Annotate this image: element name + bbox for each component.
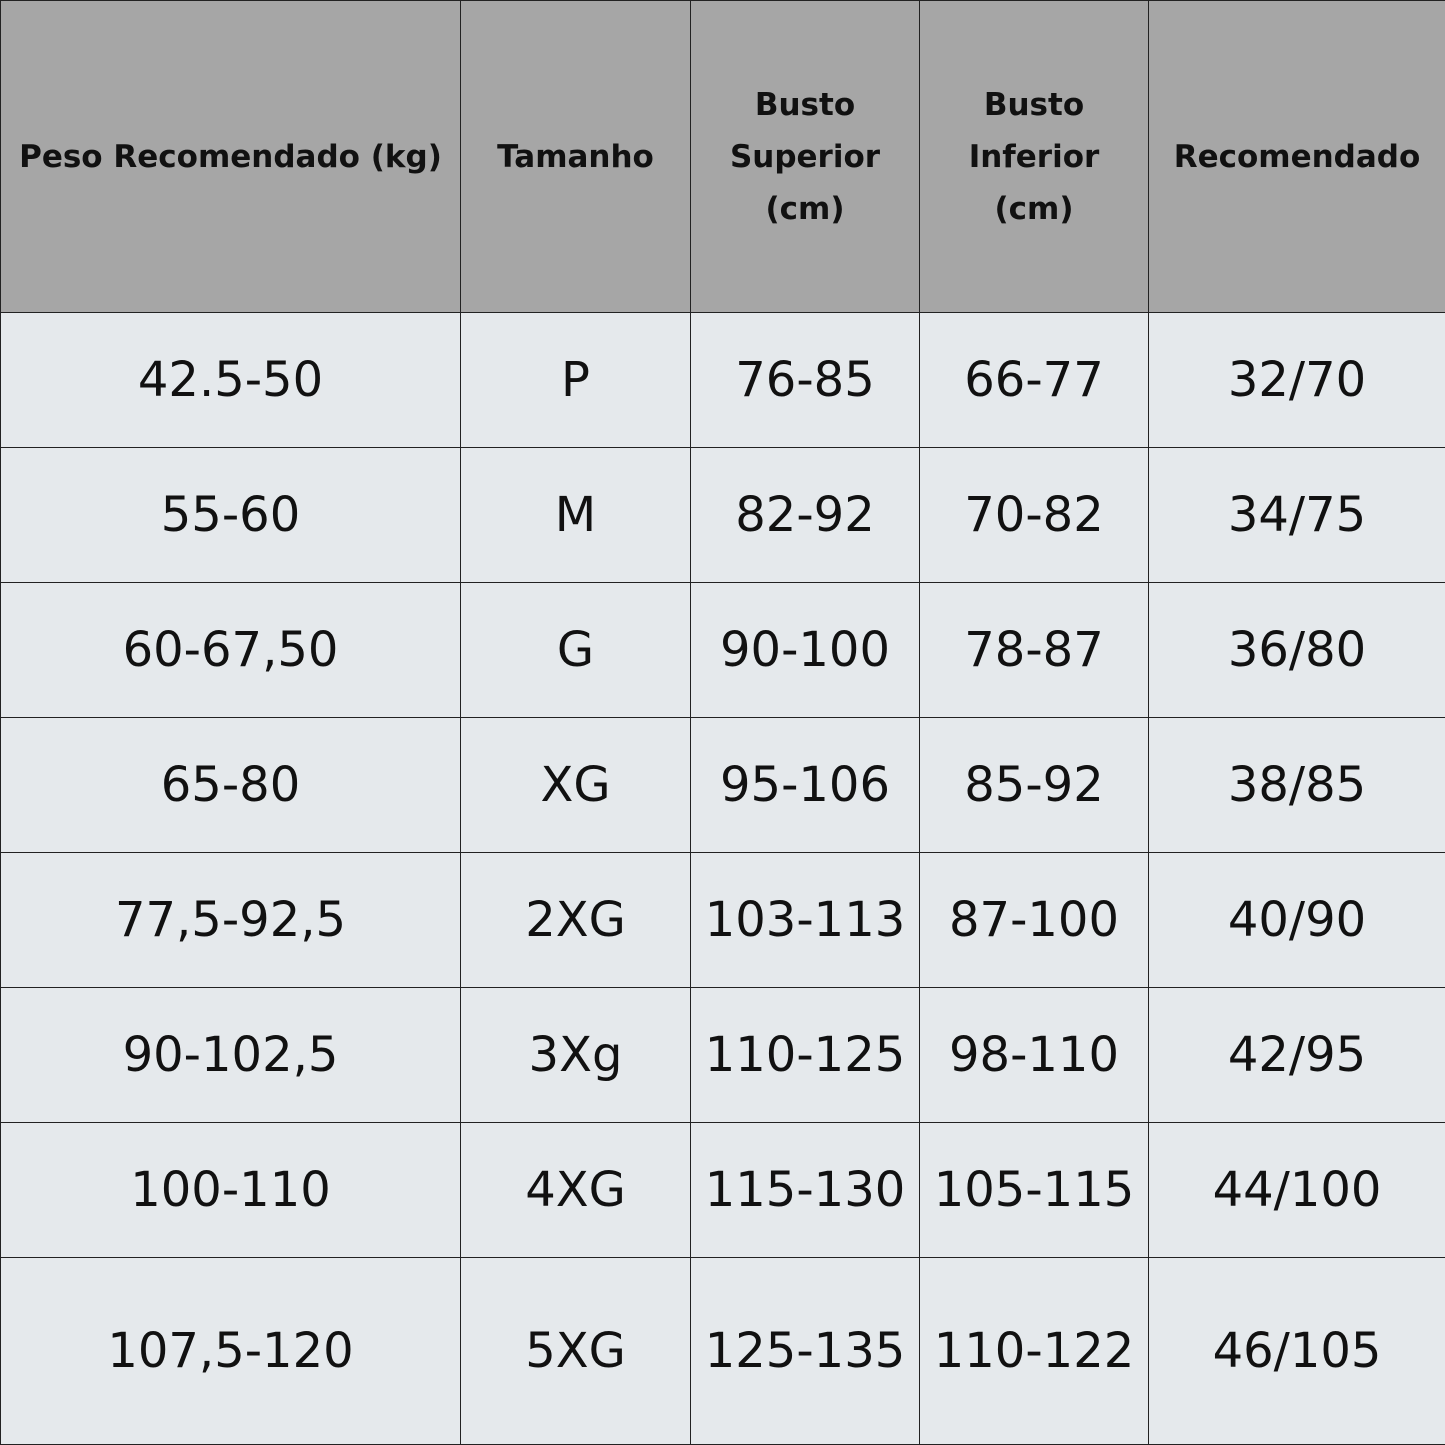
cell-busto-inferior: 66-77: [919, 312, 1149, 448]
table-row: 42.5-50 P 76-85 66-77 32/70: [0, 312, 1445, 448]
cell-busto-superior: 110-125: [690, 986, 920, 1123]
cell-recomendado: 42/95: [1148, 986, 1445, 1123]
cell-peso: 100-110: [0, 1121, 461, 1258]
table-row: 55-60 M 82-92 70-82 34/75: [0, 446, 1445, 583]
header-busto-inferior: Busto Inferior (cm): [919, 0, 1149, 313]
cell-busto-inferior: 78-87: [919, 581, 1149, 718]
cell-tamanho: 2XG: [460, 851, 691, 988]
header-recomendado: Recomendado: [1148, 0, 1445, 313]
cell-peso: 55-60: [0, 446, 461, 583]
table-row: 60-67,50 G 90-100 78-87 36/80: [0, 581, 1445, 718]
cell-busto-inferior: 85-92: [919, 716, 1149, 853]
cell-busto-superior: 76-85: [690, 312, 920, 448]
table-row: 107,5-120 5XG 125-135 110-122 46/105: [0, 1256, 1445, 1445]
cell-busto-inferior: 105-115: [919, 1121, 1149, 1258]
cell-recomendado: 44/100: [1148, 1121, 1445, 1258]
cell-tamanho: XG: [460, 716, 691, 853]
cell-peso: 77,5-92,5: [0, 851, 461, 988]
cell-busto-inferior: 70-82: [919, 446, 1149, 583]
cell-recomendado: 40/90: [1148, 851, 1445, 988]
cell-busto-superior: 90-100: [690, 581, 920, 718]
cell-peso: 42.5-50: [0, 312, 461, 448]
header-row: Peso Recomendado (kg) Tamanho Busto Supe…: [0, 0, 1445, 313]
cell-recomendado: 46/105: [1148, 1256, 1445, 1445]
cell-busto-inferior: 110-122: [919, 1256, 1149, 1445]
cell-tamanho: 5XG: [460, 1256, 691, 1445]
cell-peso: 60-67,50: [0, 581, 461, 718]
header-peso: Peso Recomendado (kg): [0, 0, 461, 313]
cell-tamanho: 3Xg: [460, 986, 691, 1123]
table-row: 100-110 4XG 115-130 105-115 44/100: [0, 1121, 1445, 1258]
cell-busto-superior: 115-130: [690, 1121, 920, 1258]
cell-busto-inferior: 87-100: [919, 851, 1149, 988]
cell-tamanho: G: [460, 581, 691, 718]
cell-busto-superior: 125-135: [690, 1256, 920, 1445]
cell-recomendado: 32/70: [1148, 312, 1445, 448]
cell-peso: 90-102,5: [0, 986, 461, 1123]
cell-recomendado: 36/80: [1148, 581, 1445, 718]
table-row: 65-80 XG 95-106 85-92 38/85: [0, 716, 1445, 853]
cell-tamanho: 4XG: [460, 1121, 691, 1258]
table-row: 77,5-92,5 2XG 103-113 87-100 40/90: [0, 851, 1445, 988]
cell-busto-superior: 103-113: [690, 851, 920, 988]
header-busto-superior: Busto Superior (cm): [690, 0, 920, 313]
cell-recomendado: 38/85: [1148, 716, 1445, 853]
table-row: 90-102,5 3Xg 110-125 98-110 42/95: [0, 986, 1445, 1123]
cell-tamanho: P: [460, 312, 691, 448]
cell-busto-superior: 95-106: [690, 716, 920, 853]
cell-peso: 107,5-120: [0, 1256, 461, 1445]
cell-busto-superior: 82-92: [690, 446, 920, 583]
cell-busto-inferior: 98-110: [919, 986, 1149, 1123]
cell-peso: 65-80: [0, 716, 461, 853]
header-tamanho: Tamanho: [460, 0, 691, 313]
cell-recomendado: 34/75: [1148, 446, 1445, 583]
cell-tamanho: M: [460, 446, 691, 583]
